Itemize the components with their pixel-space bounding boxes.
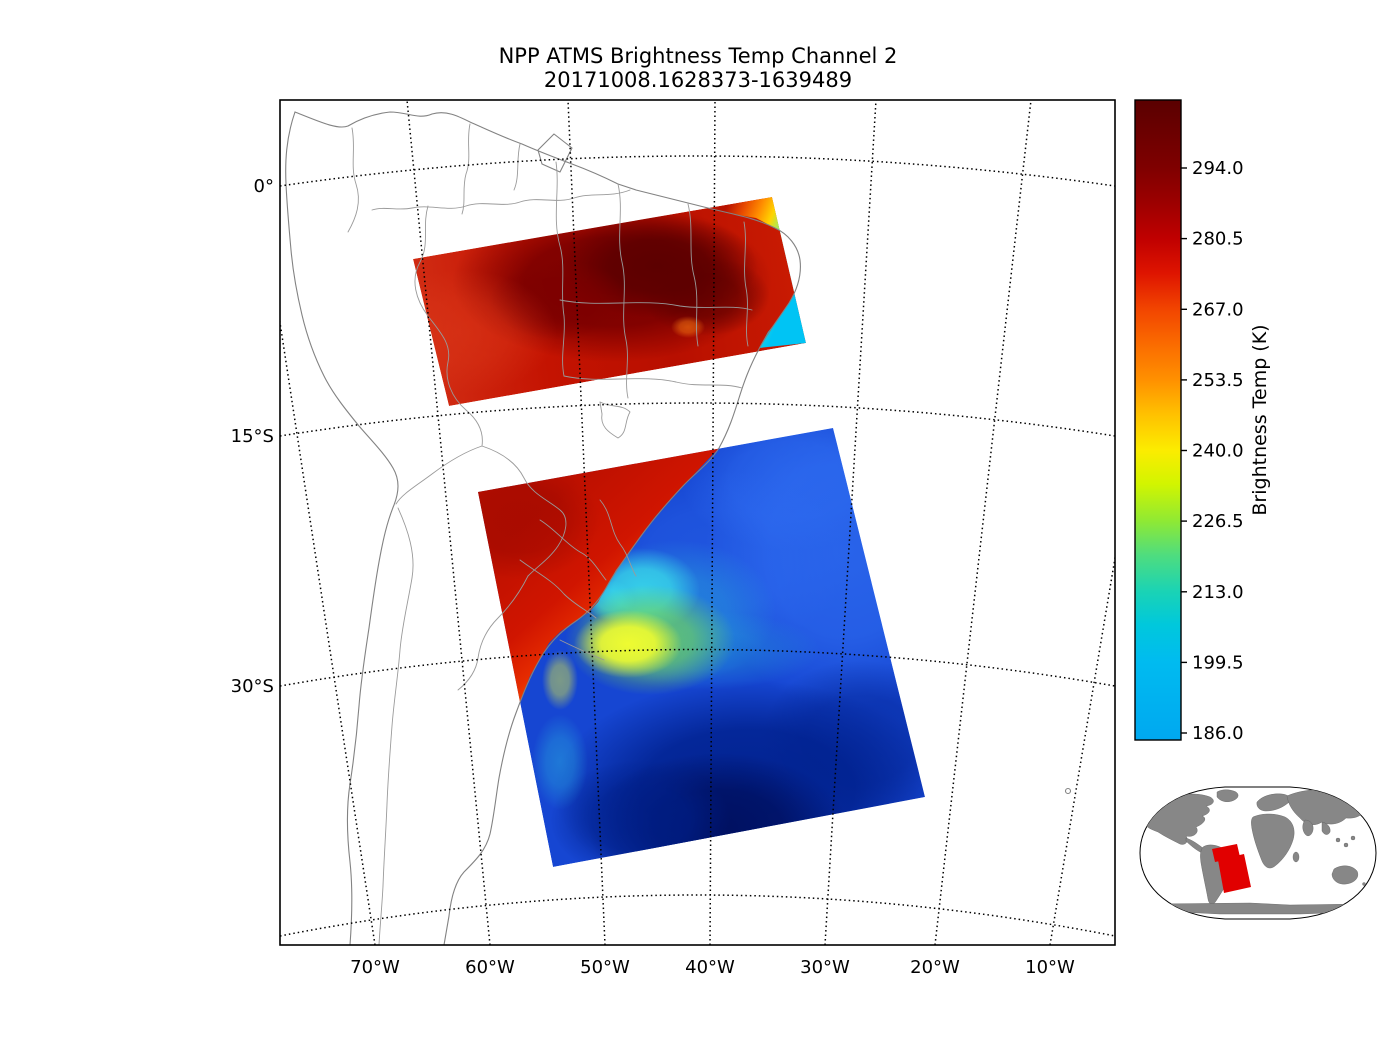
- colorbar-tick-label: 199.5: [1192, 652, 1244, 673]
- plot-frame: [279, 99, 1116, 946]
- colorbar-tick-label: 253.5: [1192, 370, 1244, 391]
- inset-europe: [1256, 793, 1291, 812]
- colorbar-gradient: [1134, 99, 1182, 741]
- lon-tick-label: 40°W: [685, 957, 735, 978]
- colorbar-axis-label: Brightness Temp (K): [1249, 324, 1271, 515]
- inset-madagascar: [1292, 851, 1300, 863]
- small-island: [1064, 787, 1072, 795]
- colorbar-tick-label: 240.0: [1192, 441, 1244, 462]
- meridian-80w: [85, 100, 260, 945]
- x-axis-labels: 70°W 60°W 50°W 40°W 30°W 20°W 10°W: [350, 957, 1075, 978]
- colorbar-tick-labels: 294.0 280.5 267.0 253.5 240.0 226.5 213.…: [1192, 158, 1244, 744]
- colorbar-tick-label: 226.5: [1192, 511, 1244, 532]
- inset-greenland: [1216, 789, 1239, 802]
- parallel-15s: [280, 402, 1115, 437]
- parallel-0deg: [280, 155, 1115, 187]
- amazon-river: [371, 189, 631, 211]
- meridian-30w: [824, 100, 877, 945]
- lat-tick-label: 0°: [254, 176, 274, 197]
- colorbar-tick-label: 280.5: [1192, 229, 1244, 250]
- lon-tick-label: 60°W: [465, 957, 515, 978]
- colorbar-tick-label: 294.0: [1192, 158, 1244, 179]
- meridian-20w: [934, 100, 1032, 945]
- colorbar-tick-label: 267.0: [1192, 299, 1244, 320]
- lon-tick-label: 20°W: [910, 957, 960, 978]
- colorbar-ticks: [1181, 167, 1187, 734]
- coastline-south-america-east: [294, 111, 801, 945]
- inset-australia: [1331, 865, 1359, 885]
- parallel-45s: [280, 894, 1115, 937]
- colorbar: 294.0 280.5 267.0 253.5 240.0 226.5 213.…: [1134, 99, 1271, 744]
- lat-tick-label: 15°S: [231, 426, 274, 447]
- parallel-30s: [280, 648, 1115, 687]
- map-plot-area: [85, 100, 1115, 945]
- meridian-50w: [567, 100, 606, 945]
- coastline-south-america-west: [285, 111, 399, 945]
- graticule: [85, 100, 1115, 945]
- lat-tick-label: 30°S: [231, 676, 274, 697]
- lon-tick-label: 70°W: [350, 957, 400, 978]
- marajo-island: [537, 133, 573, 173]
- inset-antarctica: [1153, 902, 1363, 915]
- y-axis-labels: 0° 15°S 30°S: [231, 176, 274, 697]
- meridian-70w: [280, 317, 376, 945]
- inset-world-map: [1139, 786, 1377, 920]
- inset-africa: [1251, 813, 1295, 869]
- north-swath: [413, 197, 806, 406]
- plot-subtitle: 20171008.1628373-1639489: [544, 68, 852, 92]
- colorbar-tick-label: 213.0: [1192, 582, 1244, 603]
- lon-tick-label: 50°W: [580, 957, 630, 978]
- plot-title: NPP ATMS Brightness Temp Channel 2: [499, 44, 898, 68]
- meridian-40w: [709, 100, 716, 945]
- meridian-60w: [406, 100, 491, 945]
- inset-swath-indicator-south: [1218, 854, 1251, 893]
- south-swath-yellow-patch: [574, 610, 682, 678]
- lon-tick-label: 10°W: [1025, 957, 1075, 978]
- lon-tick-label: 30°W: [800, 957, 850, 978]
- colorbar-tick-label: 186.0: [1192, 723, 1244, 744]
